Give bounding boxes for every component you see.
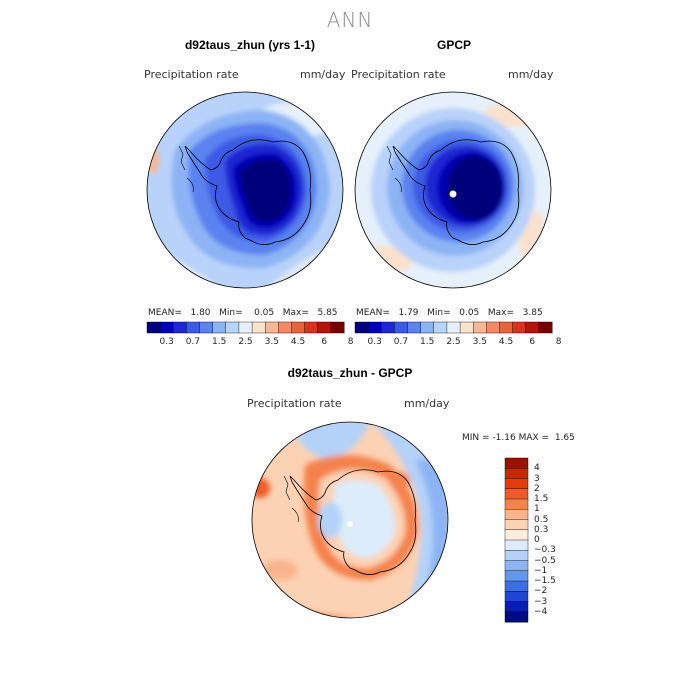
colorbar-tick-label: 0.3 [534, 524, 549, 535]
colorbar-tick-label: 6 [321, 337, 328, 347]
colorbar-swatch [504, 570, 529, 582]
colorbar-swatch [504, 550, 529, 562]
colorbar-swatch [504, 488, 529, 500]
colorbar-tick-label: 4 [534, 463, 540, 474]
obs-units-label: mm/day [508, 68, 554, 81]
colorbar-swatch [186, 321, 201, 334]
colorbar-tick-label: 2.5 [238, 337, 253, 347]
main-title: ANN [326, 8, 374, 32]
colorbar-swatch [486, 321, 500, 334]
obs-stats: MEAN= 1.79 Min= 0.05 Max= 3.85 [356, 308, 543, 318]
colorbar-swatch [504, 529, 529, 541]
colorbar-tick-label: −1 [534, 565, 548, 576]
colorbar-tick-label: 1.5 [212, 337, 227, 347]
colorbar-swatch [407, 321, 422, 334]
colorbar-tick-label: 1 [534, 504, 540, 515]
colorbar-swatch [238, 321, 253, 334]
colorbar-swatch [278, 321, 292, 334]
colorbar-swatch [146, 321, 161, 334]
colorbar-swatch [504, 611, 529, 623]
model-units-label: mm/day [300, 68, 346, 81]
colorbar-swatch [504, 580, 529, 592]
colorbar-swatch [264, 321, 279, 334]
colorbar-tick-label: 1.5 [420, 337, 435, 347]
colorbar-tick-label: 6 [529, 337, 536, 347]
model-polar-map [146, 91, 344, 289]
diff-panel-title: d92taus_zhun - GPCP [287, 366, 413, 380]
colorbar-swatch [538, 321, 553, 334]
diff-variable-label: Precipitation rate [247, 397, 342, 410]
colorbar-tick-label: 4.5 [290, 337, 306, 347]
model-colorbar-labels: 0.3 0.7 1.5 2.5 3.5 4.5 6 8 [147, 337, 354, 349]
colorbar-tick-label: 4.5 [498, 337, 514, 347]
colorbar-swatch [420, 321, 435, 334]
colorbar-swatch [525, 321, 540, 334]
colorbar-swatch [225, 321, 240, 334]
obs-colorbar-labels: 0.3 0.7 1.5 2.5 3.5 4.5 6 8 [355, 337, 562, 349]
colorbar-tick-label: 0.7 [185, 337, 201, 347]
colorbar-swatch [317, 321, 332, 334]
colorbar-swatch [394, 321, 409, 334]
colorbar-tick-label: −4 [534, 606, 548, 617]
colorbar-tick-label: 8 [555, 337, 562, 347]
colorbar-swatch [330, 321, 345, 334]
colorbar-swatch [251, 321, 266, 334]
colorbar-swatch [212, 321, 227, 334]
colorbar-tick-label: 8 [347, 337, 354, 347]
model-colorbar [146, 321, 345, 334]
diff-stats: MIN = -1.16 MAX = 1.65 [462, 433, 575, 443]
colorbar-tick-label: 3 [534, 473, 540, 484]
diff-units-label: mm/day [404, 397, 450, 410]
colorbar-tick-label: 0.3 [159, 337, 174, 347]
colorbar-tick-label: −0.3 [534, 545, 556, 556]
colorbar-swatch [173, 321, 187, 334]
model-stats: MEAN= 1.80 Min= 0.05 Max= 5.85 [148, 308, 338, 318]
colorbar-swatch [499, 321, 514, 334]
colorbar-swatch [433, 321, 448, 334]
colorbar-tick-label: 3.5 [264, 337, 279, 347]
colorbar-swatch [472, 321, 487, 334]
colorbar-tick-label: −1.5 [534, 576, 556, 586]
obs-colorbar [354, 321, 553, 334]
colorbar-swatch [504, 519, 529, 531]
colorbar-swatch [504, 591, 529, 603]
diff-colorbar [504, 457, 529, 623]
colorbar-swatch [504, 560, 529, 572]
colorbar-tick-label: 0 [534, 535, 540, 545]
colorbar-tick-label: −3 [534, 596, 548, 607]
colorbar-swatch [459, 321, 474, 334]
colorbar-swatch [304, 321, 319, 334]
obs-polar-map [354, 91, 552, 289]
model-panel-title: d92taus_zhun (yrs 1-1) [184, 38, 316, 52]
colorbar-swatch [159, 321, 174, 334]
colorbar-swatch [504, 539, 529, 551]
colorbar-swatch [381, 321, 395, 334]
colorbar-swatch [504, 468, 529, 480]
obs-variable-label: Precipitation rate [351, 68, 446, 81]
colorbar-tick-label: 1.5 [534, 494, 549, 504]
colorbar-swatch [504, 478, 529, 490]
colorbar-tick-label: 0.5 [534, 514, 549, 525]
colorbar-tick-label: 2.5 [446, 337, 461, 347]
colorbar-swatch [504, 498, 529, 510]
colorbar-swatch [504, 601, 529, 613]
colorbar-tick-label: −0.5 [534, 555, 556, 566]
diff-polar-map [251, 421, 449, 619]
colorbar-swatch [354, 321, 369, 334]
colorbar-swatch [199, 321, 214, 334]
colorbar-swatch [504, 457, 529, 469]
colorbar-tick-label: 0.3 [367, 337, 382, 347]
colorbar-tick-label: −2 [534, 586, 548, 597]
colorbar-tick-label: 0.7 [393, 337, 409, 347]
colorbar-tick-label: 2 [534, 483, 540, 494]
colorbar-tick-label: 3.5 [472, 337, 487, 347]
model-variable-label: Precipitation rate [144, 68, 239, 81]
diff-colorbar-labels: 4 3 2 1.5 1 0.5 0.3 0 −0.3 −0.5 −1 −1.5 −2 −3 −4 [534, 458, 574, 622]
colorbar-swatch [291, 321, 306, 334]
colorbar-swatch [512, 321, 527, 334]
obs-panel-title: GPCP [436, 38, 471, 52]
colorbar-swatch [367, 321, 382, 334]
colorbar-swatch [446, 321, 461, 334]
colorbar-swatch [504, 509, 529, 521]
